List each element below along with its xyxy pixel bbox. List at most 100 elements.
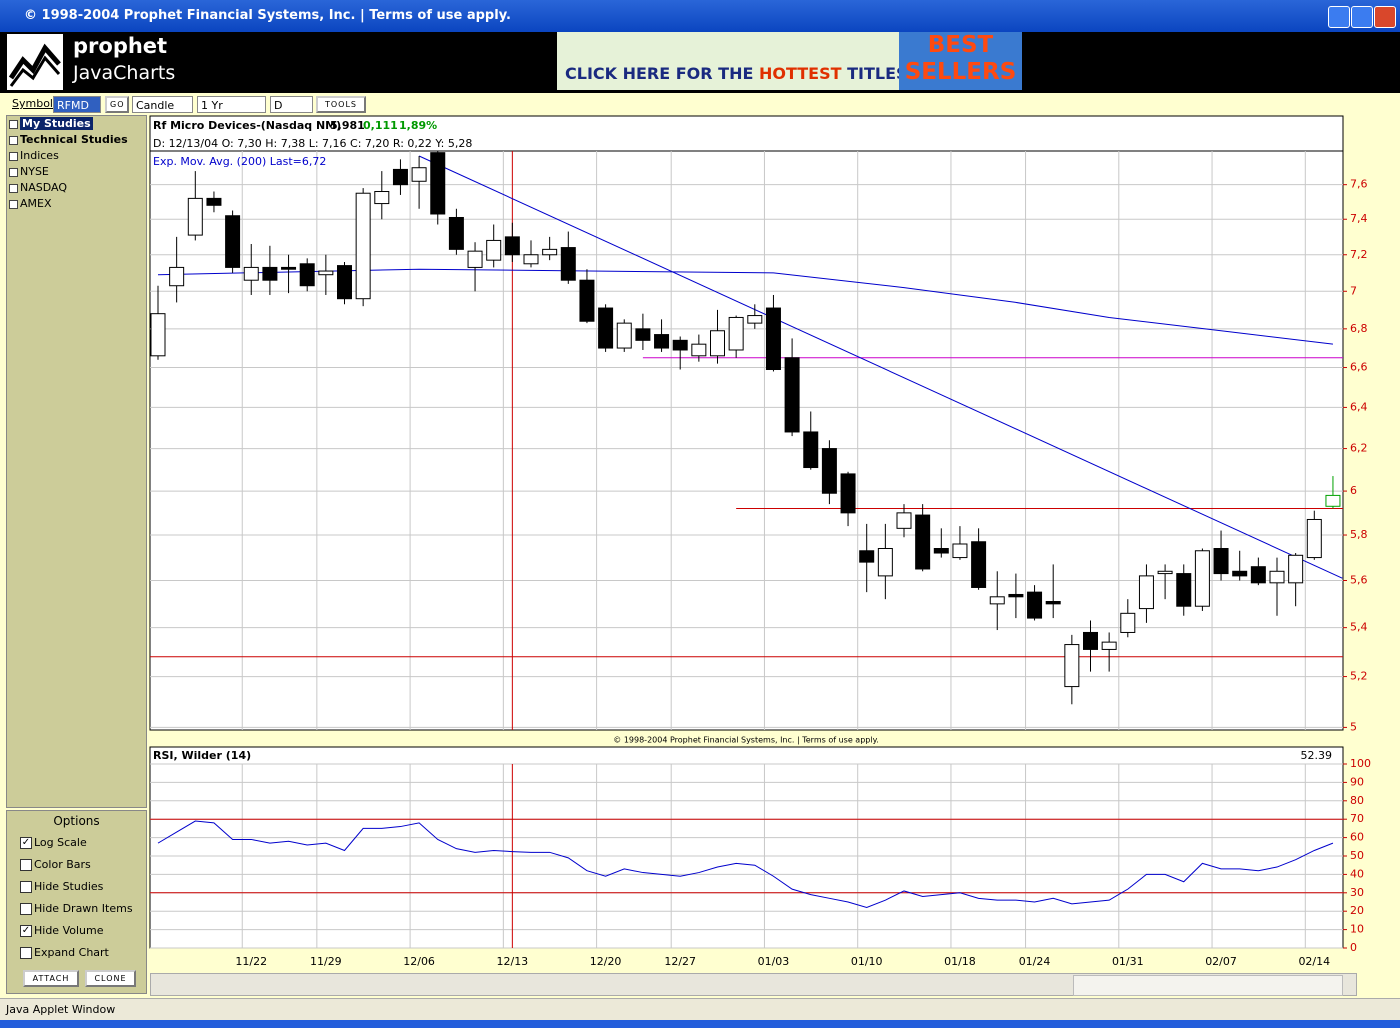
tools-button[interactable]: TOOLS [316,96,366,113]
checkbox[interactable] [20,859,32,871]
candle-body [355,192,371,300]
checkbox[interactable]: ✓ [20,925,32,937]
candle-body [1008,593,1024,598]
candle-body [710,330,725,357]
ad-banner[interactable]: CLICK HERE FOR THE HOTTEST TITLES! BEST … [557,32,1022,90]
y-tick-label: 70 [1350,812,1364,825]
checkbox[interactable] [20,947,32,959]
expand-icon[interactable] [9,119,18,129]
y-tick-label: 6,6 [1350,361,1368,374]
y-tick-label: 6,8 [1350,322,1368,335]
expand-icon[interactable] [9,151,18,161]
option-label: Hide Volume [34,924,104,937]
candle-body [877,548,893,577]
rsi-line [157,820,1334,909]
tree-item[interactable]: My Studies [9,117,93,132]
candle-body [989,596,1005,605]
candle-body [1083,631,1098,650]
copyright: © 1998-2004 Prophet Financial Systems, I… [613,736,878,745]
candle-body [1269,570,1285,584]
x-tick-label: 12/20 [590,955,622,968]
tree-item[interactable]: NYSE [9,165,49,180]
close[interactable] [1374,6,1396,28]
candle-body [1288,554,1304,584]
candle-body [933,548,949,554]
expand-icon[interactable] [9,167,18,177]
period-select[interactable]: 1 Yr [197,96,266,113]
candle-body [971,541,987,588]
ad-badge: BEST [927,32,994,58]
brand: prophet [73,34,168,58]
expand-icon[interactable] [9,135,18,145]
header: prophet JavaCharts CLICK HERE FOR THE HO… [0,32,1400,93]
y-tick-label: 100 [1350,757,1371,770]
x-tick-label: 01/24 [1019,955,1051,968]
x-tick-label: 02/14 [1298,955,1330,968]
y-tick-label: 6,2 [1350,442,1368,455]
price-panel [149,115,1344,731]
candle-body [1138,575,1154,610]
options-title: Options [53,814,100,828]
candle-body [243,266,259,281]
interval-select[interactable]: D [270,96,313,113]
logo [7,34,63,90]
overlay-line [157,268,1334,345]
candle-body [262,266,278,281]
ad-highlight: HOTTEST [758,64,842,83]
select-value: 1 Yr [201,99,223,112]
candle-body [803,431,819,469]
attach-button[interactable]: ATTACH [23,970,79,987]
tree-label: NASDAQ [20,181,68,194]
candle-body [318,270,334,276]
y-tick-label: 7,6 [1350,178,1368,191]
candle-body [206,197,222,206]
candle-body [859,550,875,563]
tree-item[interactable]: AMEX [9,197,52,212]
tree-label: Indices [20,149,59,162]
candle-body [486,239,502,261]
candle-body [542,248,558,256]
minimize[interactable] [1328,6,1350,28]
go-button[interactable]: GO [105,96,129,113]
candle-body [821,448,837,494]
tree-item[interactable]: NASDAQ [9,181,67,196]
tree-panel: My Studies Technical Studies Indices NYSE NA… [6,115,147,808]
candle-body [728,316,744,351]
checkbox[interactable]: ✓ [20,837,32,849]
x-tick-label: 02/07 [1205,955,1237,968]
change: 0,111 [363,119,398,132]
y-tick-label: 30 [1350,886,1364,899]
chart-type-select[interactable]: Candle [132,96,193,113]
candle-body [635,328,651,341]
scroll-thumb[interactable] [1073,975,1343,996]
clone-button[interactable]: CLONE [85,970,136,987]
ad-text: TITLES! [847,64,915,83]
rsi-readout: 52.39 [1301,749,1333,762]
expand-icon[interactable] [9,183,18,193]
taskbar [0,1020,1400,1028]
options-panel: Options ATTACH CLONE ✓ Log Scale Color Bar… [6,810,147,994]
rsi-title: RSI, Wilder (14) [153,749,251,762]
expand-icon[interactable] [9,199,18,209]
candle-body [1176,573,1192,607]
checkbox[interactable] [20,881,32,893]
checkbox[interactable] [20,903,32,915]
candle-body [430,152,446,215]
x-tick-label: 12/13 [496,955,528,968]
candle-body [1213,548,1229,575]
tree-item[interactable]: Indices [9,149,59,164]
candle-body [299,263,315,287]
y-tick-label: 7,4 [1350,212,1368,225]
candle-body [579,279,595,322]
tree-item[interactable]: Technical Studies [9,133,128,148]
candle-body [225,215,241,268]
scrollbar[interactable] [150,973,1357,996]
candle-body [411,167,427,182]
tree-label: NYSE [20,165,49,178]
maximize[interactable] [1351,6,1373,28]
symbol-input[interactable]: RFMD [53,96,101,113]
title-bar: © 1998-2004 Prophet Financial Systems, I… [0,0,1400,32]
x-tick-label: 11/29 [310,955,342,968]
candle-body [150,313,166,357]
y-tick-label: 0 [1350,941,1357,954]
